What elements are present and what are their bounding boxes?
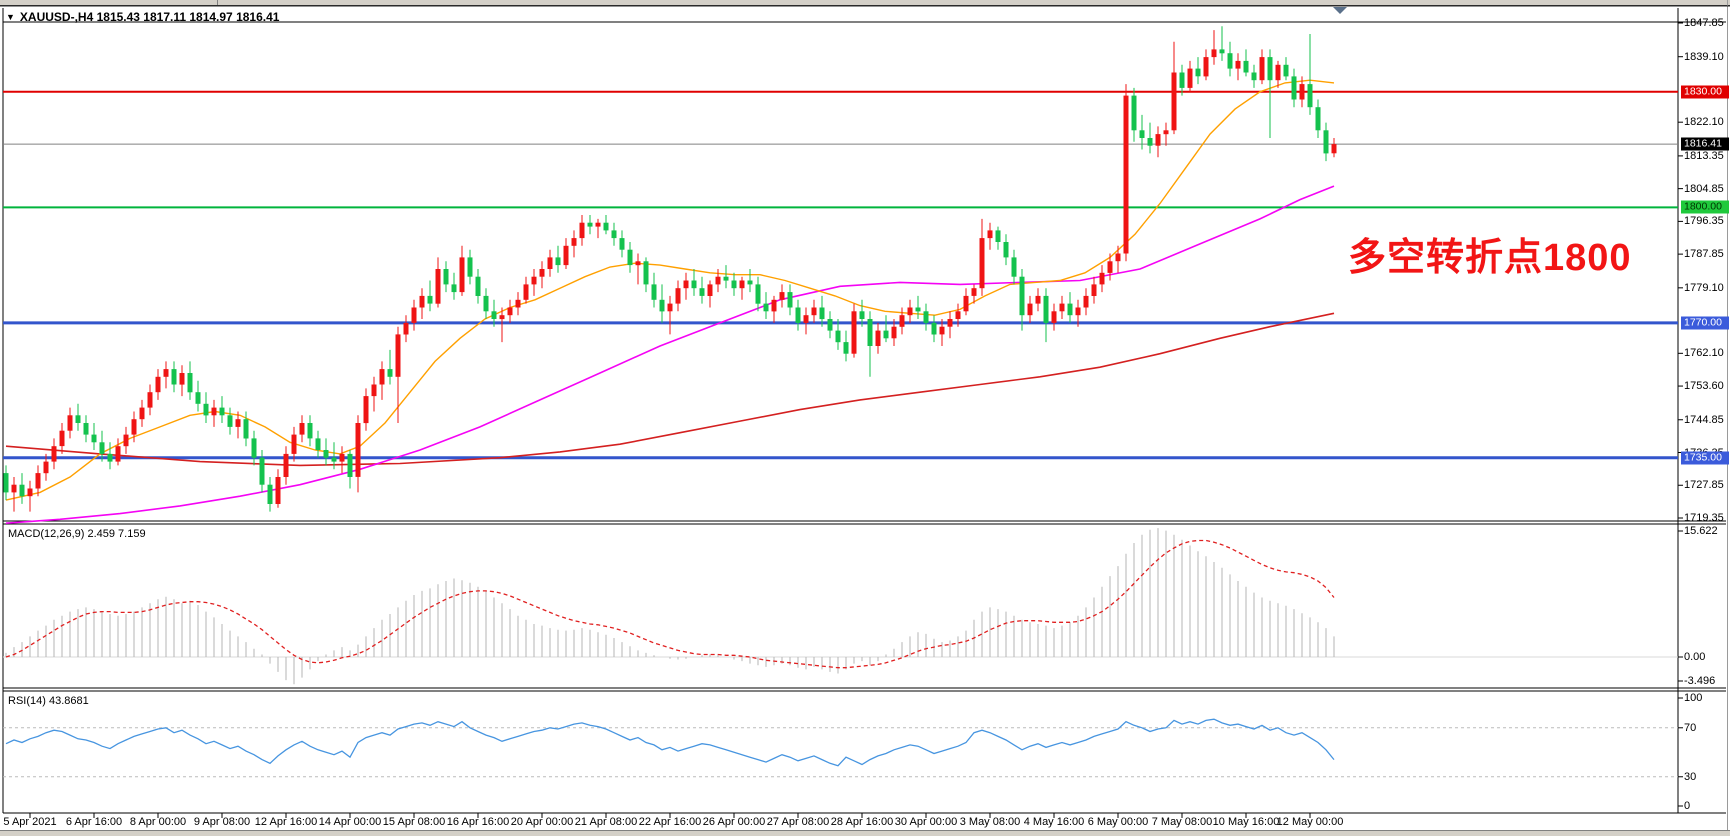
date-axis-label: 30 Apr 00:00 (894, 816, 958, 828)
symbol-title[interactable]: ▼ XAUUSD-,H4 1815.43 1817.11 1814.97 1816… (6, 10, 279, 24)
price-axis-label: 1762.10 (1684, 347, 1724, 360)
macd-indicator-label: MACD(12,26,9) 2.459 7.159 (8, 528, 146, 540)
macd-signal-line (5, 539, 1335, 669)
date-axis-label: 6 May 00:00 (1087, 816, 1149, 828)
rsi-axis-label: 0 (1684, 800, 1691, 812)
ma-mid-line (5, 185, 1335, 524)
date-axis-label: 14 Apr 00:00 (318, 816, 382, 828)
annotation-text[interactable]: 多空转折点1800 (1348, 237, 1632, 279)
window-bottom-strip (0, 830, 1730, 836)
chevron-down-icon[interactable]: ▼ (6, 12, 15, 22)
date-axis-label: 10 May 16:00 (1212, 816, 1280, 828)
top-strip-tick (217, 0, 218, 5)
date-axis-label: 3 May 08:00 (959, 816, 1021, 828)
price-level-badge: 1816.41 (1681, 137, 1729, 151)
price-axis-label: 1804.85 (1684, 182, 1724, 195)
rsi-axis-label: 70 (1684, 721, 1697, 734)
price-level-badge: 1770.00 (1681, 316, 1729, 330)
price-axis-label: 1744.85 (1684, 413, 1724, 426)
rsi-line (5, 718, 1335, 767)
date-axis-label: 27 Apr 08:00 (766, 816, 830, 828)
window-right-edge (1727, 0, 1728, 835)
date-axis-label: 9 Apr 08:00 (193, 816, 251, 828)
date-axis-label: 21 Apr 08:00 (574, 816, 638, 828)
date-axis-label: 26 Apr 00:00 (702, 816, 766, 828)
date-axis-label: 20 Apr 00:00 (510, 816, 574, 828)
date-axis-label: 7 May 08:00 (1151, 816, 1213, 828)
candlestick-series (3, 26, 1337, 512)
date-axis-label: 6 Apr 16:00 (65, 816, 123, 828)
chart-shift-marker-icon[interactable] (1333, 7, 1347, 14)
price-axis-label: 1787.85 (1684, 248, 1724, 261)
price-axis-label: 1796.35 (1684, 215, 1724, 228)
date-axis-label: 4 May 16:00 (1023, 816, 1085, 828)
rsi-indicator-label: RSI(14) 43.8681 (8, 695, 89, 707)
date-axis-label: 5 Apr 2021 (3, 816, 57, 828)
date-axis-label: 15 Apr 08:00 (382, 816, 446, 828)
price-axis-label: 1727.85 (1684, 479, 1724, 492)
price-axis-label: 1813.35 (1684, 149, 1724, 162)
macd-axis-label: 0.00 (1684, 651, 1706, 663)
price-axis-label: 1847.85 (1684, 17, 1724, 29)
macd-histogram (5, 528, 1335, 685)
symbol-ohlc-label: XAUUSD-,H4 1815.43 1817.11 1814.97 1816.… (19, 10, 280, 24)
date-axis-label: 28 Apr 16:00 (830, 816, 894, 828)
price-axis-label: 1822.10 (1684, 116, 1724, 129)
ma-fast-line (5, 79, 1335, 501)
price-level-badge: 1735.00 (1681, 451, 1729, 465)
price-axis-label: 1719.35 (1684, 511, 1724, 524)
rsi-axis-label: 30 (1684, 770, 1697, 783)
date-axis-label: 12 May 00:00 (1276, 816, 1344, 828)
macd-axis-label: -3.496 (1684, 675, 1716, 687)
rsi-axis-label: 100 (1684, 692, 1703, 704)
date-axis-label: 16 Apr 16:00 (446, 816, 510, 828)
date-axis-label: 12 Apr 16:00 (254, 816, 318, 828)
price-axis-label: 1779.10 (1684, 281, 1724, 294)
date-axis-label: 8 Apr 00:00 (129, 816, 187, 828)
price-axis-label: 1839.10 (1684, 50, 1724, 63)
macd-axis-label: 15.622 (1684, 525, 1718, 537)
price-level-badge: 1830.00 (1681, 85, 1729, 99)
date-axis-label: 22 Apr 16:00 (638, 816, 702, 828)
ma-slow-line (5, 312, 1335, 467)
price-level-badge: 1800.00 (1681, 200, 1729, 214)
price-axis-label: 1753.60 (1684, 380, 1724, 393)
